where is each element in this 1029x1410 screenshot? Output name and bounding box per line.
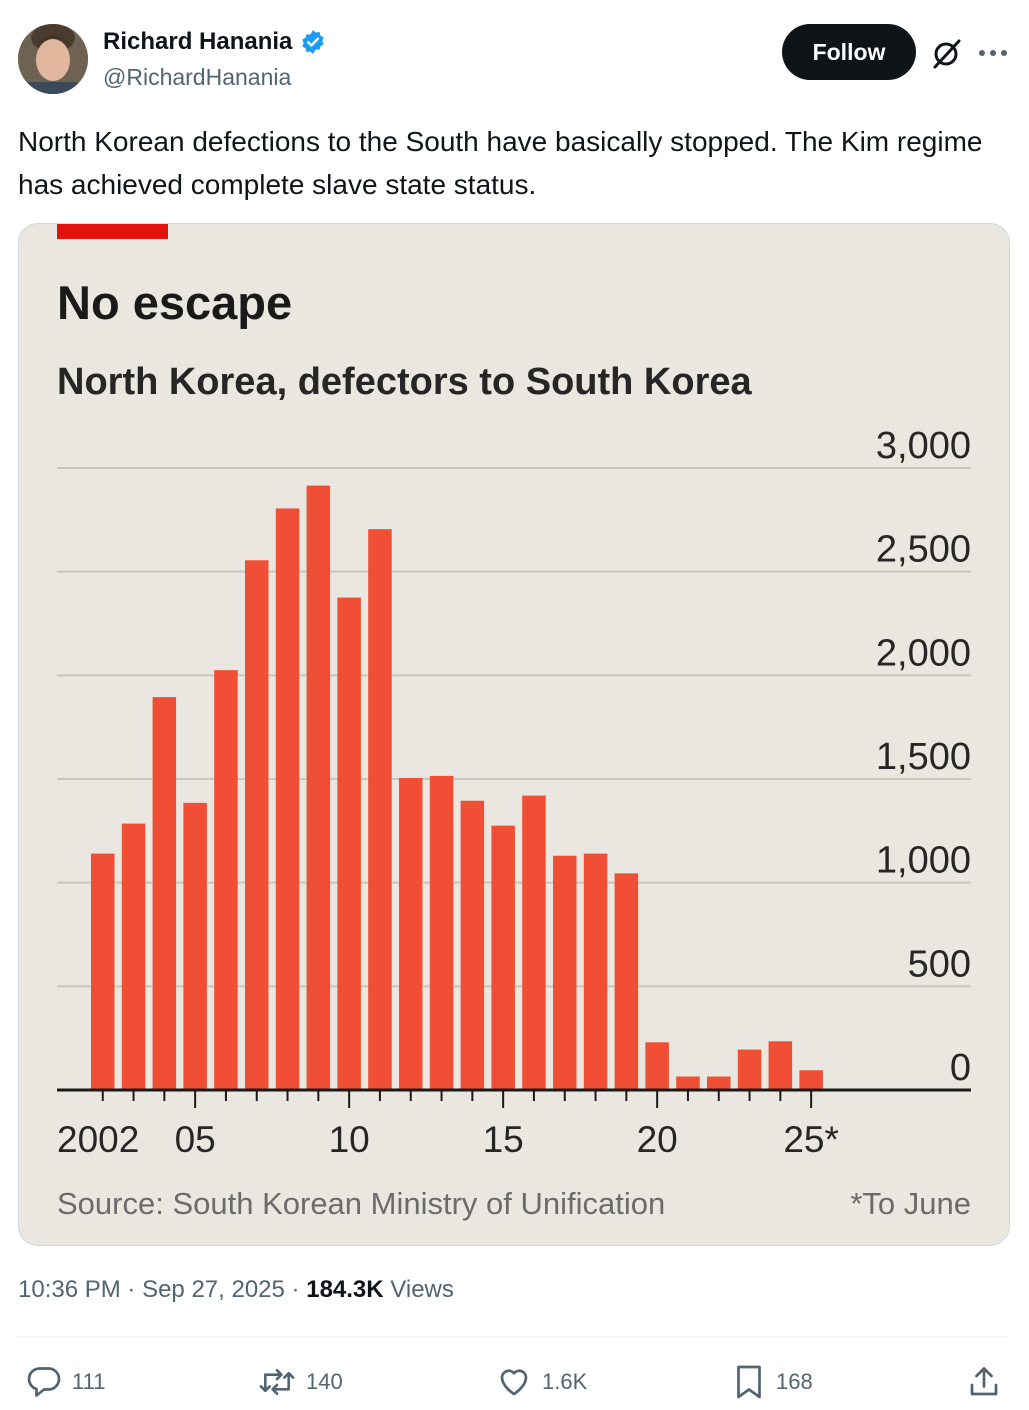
bar-2018 [583,853,608,1090]
chart-title: No escape [57,276,292,329]
share-button[interactable] [966,1360,1002,1404]
bar-2012 [399,777,423,1090]
bar-2002 [91,853,115,1090]
bar-2024 [768,1041,793,1090]
bar-2008 [275,508,300,1090]
bar-2010 [337,597,361,1090]
bar-2013 [429,775,454,1090]
y-tick-label: 0 [950,1047,971,1089]
bar-2007 [245,560,269,1090]
tweet-media-chart[interactable]: No escape North Korea, defectors to Sout… [18,223,1010,1246]
divider [18,1336,1008,1337]
tweet-date[interactable]: Sep 27, 2025 [142,1276,285,1303]
y-tick-label: 1,500 [876,736,971,778]
bar-2015 [491,825,515,1090]
author-handle[interactable]: @RichardHanania [103,64,292,90]
separator-dot: · [127,1276,136,1303]
bar-2020 [645,1042,669,1090]
author-name-text[interactable]: Richard Hanania [103,28,293,55]
repost-button[interactable]: 140 [258,1360,343,1404]
x-tick-label: 2002 [57,1119,139,1160]
bar-2011 [368,529,392,1090]
y-tick-label: 2,500 [876,529,971,571]
more-options-icon[interactable] [976,38,1010,68]
reply-count: 111 [72,1369,106,1394]
chart-note: *To June [850,1186,971,1221]
verified-badge-icon [302,30,325,54]
views-count: 184.3K [306,1276,384,1303]
chart-subtitle: North Korea, defectors to South Korea [57,361,752,403]
repost-count: 140 [306,1369,343,1394]
x-tick-label: 20 [637,1119,678,1160]
x-tick-label: 15 [483,1119,524,1160]
bar-2004 [152,697,177,1090]
tweet-timestamp[interactable]: 10:36 PM · Sep 27, 2025 · 184.3K Views [18,1276,454,1304]
x-tick-label: 25* [783,1119,839,1160]
bar-chart: No escape North Korea, defectors to Sout… [57,224,971,1221]
tweet-time[interactable]: 10:36 PM [18,1276,121,1303]
follow-button[interactable]: Follow [782,24,916,80]
bookmark-icon [737,1365,761,1399]
bar-2009 [306,485,331,1091]
bar-2016 [522,795,546,1090]
bar-2023 [737,1049,762,1090]
reply-button[interactable]: 111 [26,1360,105,1404]
bar-2022 [707,1076,731,1090]
views-label: Views [390,1276,454,1303]
tweet-text: North Korean defections to the South hav… [18,126,983,200]
like-button[interactable]: 1.6K [496,1360,587,1404]
bar-2014 [460,800,485,1090]
share-icon [970,1367,998,1396]
bar-2025 [799,1070,823,1090]
brand-red-bar [57,224,168,239]
author-name[interactable]: Richard Hanania [103,28,326,56]
bar-2006 [214,670,238,1090]
grok-icon[interactable] [930,38,962,70]
like-count: 1.6K [542,1369,588,1394]
bar-2019 [614,873,639,1090]
bookmark-button[interactable]: 168 [732,1360,813,1404]
repost-icon [259,1368,295,1396]
y-tick-label: 2,000 [876,632,971,674]
separator-dot: · [291,1276,300,1303]
y-tick-label: 3,000 [876,425,971,467]
bar-2003 [121,823,146,1090]
bookmark-count: 168 [776,1369,813,1394]
heart-icon [500,1369,528,1396]
y-tick-label: 1,000 [876,840,971,882]
reply-icon [27,1367,61,1397]
x-tick-label: 05 [175,1119,216,1160]
author-avatar[interactable] [18,24,88,94]
bar-2017 [553,855,577,1090]
x-tick-label: 10 [329,1119,370,1160]
y-tick-label: 500 [908,943,971,985]
bar-2021 [676,1076,700,1090]
chart-source: Source: South Korean Ministry of Unifica… [57,1186,665,1221]
bar-2005 [183,802,207,1090]
